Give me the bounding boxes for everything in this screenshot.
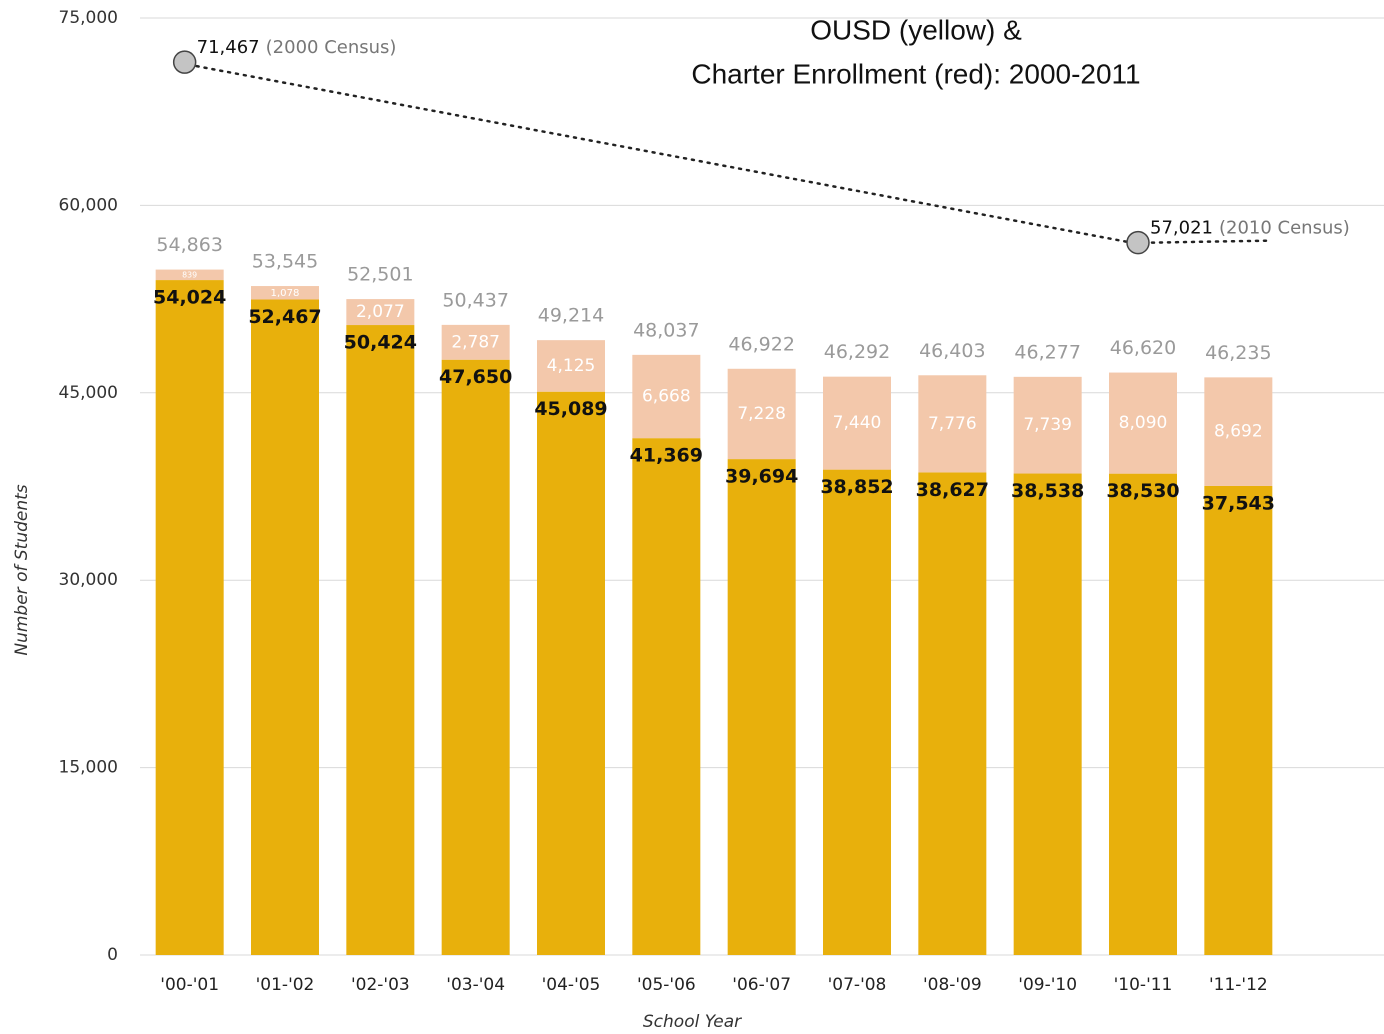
x-tick-label: '00-'01 [160, 975, 219, 995]
data-label: 38,538 [1011, 480, 1084, 502]
x-tick-label: '05-'06 [637, 975, 696, 995]
bar-segment [1204, 377, 1273, 486]
total-label: 53,545 [252, 251, 318, 273]
bar-segment [1204, 485, 1273, 955]
data-label: 6,668 [642, 387, 691, 407]
data-label: 8,692 [1214, 422, 1263, 442]
census-trend [195, 64, 1128, 243]
census-note: (2010 Census) [1219, 218, 1350, 239]
total-label: 48,037 [633, 319, 699, 341]
y-tick-label: 75,000 [59, 8, 118, 28]
data-label: 7,228 [737, 404, 786, 424]
census-value: 71,467 [197, 37, 260, 58]
x-tick-label: '07-'08 [828, 975, 887, 995]
bar-segment [155, 269, 224, 281]
data-label: 37,543 [1202, 492, 1275, 514]
y-tick-label: 0 [107, 945, 118, 965]
data-label: 839 [182, 270, 197, 279]
chart-title: Charter Enrollment (red): 2000-2011 [691, 58, 1140, 89]
x-tick-label: '03-'04 [446, 975, 505, 995]
bar-segment [346, 299, 415, 326]
bar-segment [251, 286, 319, 300]
total-label: 46,620 [1110, 337, 1176, 359]
census-value: 57,021 [1150, 218, 1213, 239]
data-label: 54,024 [153, 287, 226, 309]
x-tick-label: '11-'12 [1209, 975, 1268, 995]
bar-segment [727, 459, 796, 955]
total-label: 46,922 [728, 333, 794, 355]
bar-segment [823, 376, 891, 470]
bar-segment [441, 359, 510, 956]
data-label: 52,467 [248, 306, 321, 328]
bar-segment [441, 324, 510, 360]
x-tick-label: '09-'10 [1018, 975, 1077, 995]
data-label: 7,739 [1023, 415, 1072, 435]
census-note: (2000 Census) [266, 37, 397, 58]
x-axis-label: School Year [643, 1012, 742, 1032]
bar-segment [1013, 376, 1082, 474]
census-point [172, 50, 197, 74]
x-tick-label: '04-'05 [542, 975, 601, 995]
data-label: 47,650 [439, 366, 512, 388]
data-label: 2,077 [356, 302, 405, 322]
bar-segment [727, 368, 796, 460]
y-axis-label: Number of Students [12, 484, 32, 655]
x-tick-label: '08-'09 [923, 975, 982, 995]
census-label: 71,467 (2000 Census) [197, 37, 397, 58]
bar-segment [1109, 372, 1177, 474]
bar-segment [251, 299, 319, 955]
y-tick-label: 45,000 [59, 383, 118, 403]
total-label: 52,501 [347, 264, 413, 286]
data-label: 7,440 [833, 413, 882, 433]
bar-segment [1109, 473, 1177, 955]
bar-segment [918, 375, 987, 473]
x-tick-label: '10-'11 [1114, 975, 1173, 995]
bar-segment [155, 280, 224, 955]
data-label: 1,078 [271, 288, 300, 299]
bar-segment [537, 391, 605, 955]
bar-segment [823, 469, 891, 955]
census-label: 57,021 (2010 Census) [1150, 218, 1350, 239]
bar-segment [1013, 473, 1082, 955]
total-label: 46,292 [824, 341, 890, 363]
data-label: 2,787 [451, 332, 500, 352]
data-label: 38,530 [1106, 480, 1179, 502]
bar-segment [632, 438, 701, 955]
total-label: 54,863 [156, 234, 222, 256]
data-label: 38,627 [916, 479, 989, 501]
census-trend [1150, 239, 1273, 244]
bar-segment [537, 340, 605, 392]
data-label: 4,125 [547, 356, 596, 376]
y-tick-label: 30,000 [59, 570, 118, 590]
data-label: 50,424 [344, 332, 417, 354]
y-tick-label: 15,000 [59, 758, 118, 778]
data-label: 41,369 [630, 445, 703, 467]
total-label: 49,214 [538, 305, 604, 327]
bar-segment [632, 354, 701, 439]
bar-segment [918, 472, 987, 955]
census-point [1126, 230, 1150, 255]
data-label: 38,852 [820, 476, 893, 498]
total-label: 46,277 [1014, 341, 1080, 363]
data-label: 45,089 [534, 398, 607, 420]
x-tick-label: '06-'07 [732, 975, 791, 995]
chart-title: OUSD (yellow) & [810, 14, 1022, 45]
data-label: 7,776 [928, 414, 977, 434]
data-label: 8,090 [1119, 413, 1168, 433]
total-label: 46,235 [1205, 342, 1271, 364]
total-label: 50,437 [442, 289, 508, 311]
x-tick-label: '02-'03 [351, 975, 410, 995]
bar-segment [346, 325, 415, 956]
data-label: 39,694 [725, 466, 798, 488]
y-tick-label: 60,000 [59, 195, 118, 215]
total-label: 46,403 [919, 340, 985, 362]
x-tick-label: '01-'02 [256, 975, 315, 995]
